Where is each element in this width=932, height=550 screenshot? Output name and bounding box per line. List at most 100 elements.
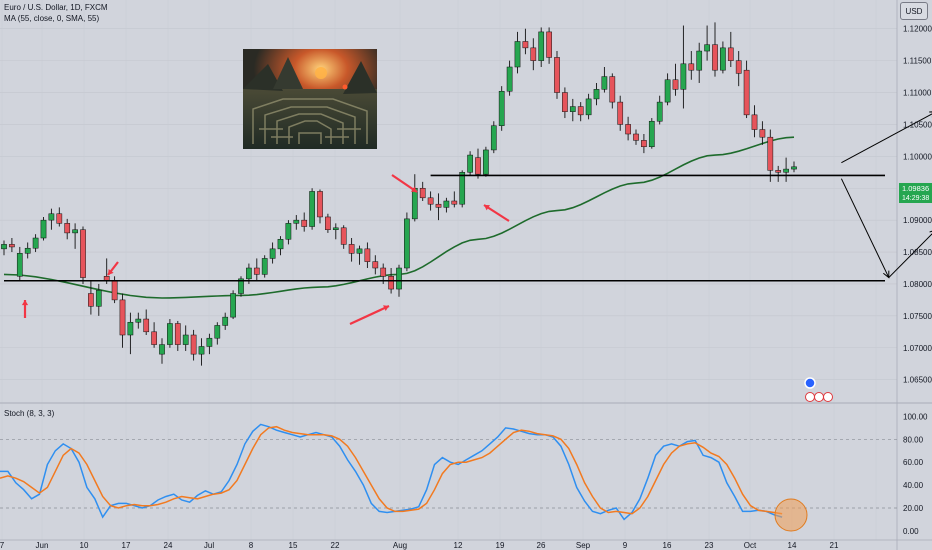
candle-body[interactable]	[475, 157, 481, 175]
bearish-candle[interactable]	[767, 129, 774, 182]
bullish-candle[interactable]	[32, 234, 39, 253]
annotation-arrows-layer[interactable]	[21, 174, 510, 325]
candle-body[interactable]	[24, 247, 31, 254]
bearish-candle[interactable]	[88, 280, 94, 315]
bearish-candle[interactable]	[174, 320, 181, 351]
flag-event-icon[interactable]	[805, 392, 815, 402]
candle-body[interactable]	[325, 216, 331, 230]
candle-body[interactable]	[743, 69, 750, 116]
bearish-candle[interactable]	[775, 165, 782, 182]
time-axis[interactable]: 7 Jun 10 17 24 Jul 8 15 22 Aug 12 19 26 Sep 9 16 23 Oct 14…	[0, 541, 839, 550]
bearish-candle[interactable]	[633, 129, 639, 145]
candle-body[interactable]	[641, 140, 647, 148]
bearish-candle[interactable]	[530, 38, 537, 71]
bullish-candle[interactable]	[293, 215, 300, 230]
candle-body[interactable]	[135, 318, 142, 323]
bearish-candle[interactable]	[9, 238, 15, 253]
bullish-candle[interactable]	[483, 146, 489, 177]
annotation-arrow-icon[interactable]	[391, 174, 418, 193]
bullish-candle[interactable]	[332, 223, 339, 240]
candle-body[interactable]	[396, 267, 402, 290]
bullish-candle[interactable]	[16, 246, 23, 281]
candle-body[interactable]	[285, 223, 292, 240]
candle-body[interactable]	[32, 237, 39, 249]
bullish-candle[interactable]	[538, 27, 545, 67]
candle-body[interactable]	[198, 346, 205, 355]
flag-event-icon[interactable]	[823, 392, 833, 402]
candle-body[interactable]	[759, 129, 766, 138]
bullish-candle[interactable]	[238, 276, 244, 297]
candle-body[interactable]	[664, 79, 671, 103]
candle-body[interactable]	[483, 149, 489, 175]
candle-body[interactable]	[95, 290, 102, 307]
bullish-candle[interactable]	[791, 161, 797, 173]
bullish-candle[interactable]	[585, 93, 592, 120]
bullish-candle[interactable]	[459, 170, 466, 208]
candle-body[interactable]	[593, 89, 600, 100]
bearish-candle[interactable]	[672, 63, 679, 96]
candle-body[interactable]	[293, 219, 300, 224]
candle-body[interactable]	[419, 187, 426, 199]
bearish-candle[interactable]	[64, 218, 71, 240]
candle-body[interactable]	[451, 200, 458, 205]
candle-body[interactable]	[64, 223, 71, 234]
projection-arrows-layer[interactable]	[840, 111, 932, 279]
event-markers[interactable]	[804, 377, 833, 402]
candle-body[interactable]	[174, 323, 181, 345]
candle-body[interactable]	[411, 187, 418, 220]
candle-body[interactable]	[56, 213, 63, 224]
bullish-candle[interactable]	[1, 240, 7, 256]
bearish-candle[interactable]	[427, 191, 434, 211]
candle-body[interactable]	[467, 154, 473, 173]
bullish-candle[interactable]	[601, 67, 608, 93]
ma-indicator-label[interactable]: MA (55, close, 0, SMA, 55)	[4, 14, 99, 23]
bearish-candle[interactable]	[735, 51, 742, 87]
candle-body[interactable]	[143, 318, 150, 333]
candle-body[interactable]	[238, 278, 244, 294]
candle-body[interactable]	[332, 227, 339, 230]
bullish-candle[interactable]	[656, 95, 663, 125]
candle-body[interactable]	[562, 92, 568, 112]
bullish-candle[interactable]	[198, 338, 205, 366]
bullish-candle[interactable]	[680, 25, 687, 109]
bearish-candle[interactable]	[522, 28, 529, 55]
candle-body[interactable]	[48, 213, 55, 221]
bullish-candle[interactable]	[648, 118, 655, 149]
candle-body[interactable]	[522, 41, 529, 49]
bearish-candle[interactable]	[325, 213, 331, 233]
candle-body[interactable]	[159, 344, 165, 355]
candle-body[interactable]	[688, 63, 695, 71]
candle-body[interactable]	[696, 50, 703, 71]
candle-body[interactable]	[253, 267, 260, 275]
bullish-candle[interactable]	[214, 322, 221, 345]
candle-body[interactable]	[585, 98, 592, 116]
candle-body[interactable]	[230, 293, 236, 318]
candle-body[interactable]	[364, 248, 371, 262]
bearish-candle[interactable]	[56, 207, 63, 227]
candle-body[interactable]	[459, 172, 466, 205]
candle-body[interactable]	[356, 248, 363, 254]
bullish-candle[interactable]	[593, 82, 600, 106]
candle-body[interactable]	[380, 267, 387, 277]
bearish-candle[interactable]	[577, 102, 584, 122]
annotation-arrow-icon[interactable]	[349, 305, 390, 325]
currency-badge[interactable]: USD	[900, 2, 928, 20]
bullish-candle[interactable]	[127, 312, 134, 355]
bullish-candle[interactable]	[720, 41, 726, 74]
bearish-candle[interactable]	[475, 148, 481, 179]
candle-body[interactable]	[404, 218, 410, 269]
candle-body[interactable]	[609, 76, 616, 103]
candle-body[interactable]	[309, 191, 315, 227]
bearish-candle[interactable]	[372, 255, 379, 275]
bearish-candle[interactable]	[759, 121, 766, 145]
bearish-candle[interactable]	[80, 226, 86, 284]
candle-body[interactable]	[222, 316, 229, 326]
bullish-candle[interactable]	[167, 319, 173, 348]
candle-body[interactable]	[554, 57, 560, 93]
annotation-arrow-icon[interactable]	[483, 204, 510, 222]
bearish-candle[interactable]	[562, 87, 568, 119]
candle-body[interactable]	[190, 334, 197, 355]
candle-body[interactable]	[767, 136, 774, 171]
bullish-candle[interactable]	[490, 121, 497, 154]
candles-layer[interactable]	[1, 22, 797, 366]
